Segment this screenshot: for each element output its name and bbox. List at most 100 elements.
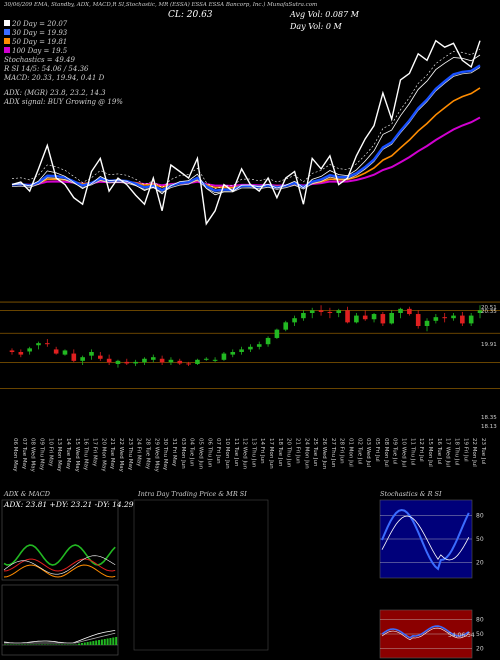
date-tick-label: 29 Wed May	[153, 438, 159, 473]
date-tick-label: 17 Fri May	[91, 438, 97, 467]
candle-body	[442, 317, 447, 319]
candle-body	[53, 349, 59, 354]
date-tick-label: 15 Wed May	[74, 438, 80, 473]
macd-bar	[72, 644, 75, 645]
candle-body	[195, 359, 200, 364]
macd-bar	[66, 644, 69, 645]
date-tick-label: 28 Fri Jun	[339, 438, 345, 464]
candle-body	[398, 308, 403, 313]
adx-line	[3, 564, 116, 578]
candle-body	[221, 353, 227, 360]
candle-body	[71, 353, 77, 361]
date-tick-label: 10 Mon Jun	[224, 438, 230, 469]
candle-body	[380, 314, 386, 324]
macd-bar	[89, 641, 92, 645]
candle-body	[168, 359, 174, 363]
stoch-axis-label: 80	[476, 513, 484, 520]
ema-20-dotted	[11, 48, 481, 190]
macd-bar	[98, 640, 101, 645]
macd-value: MACD: 20.33, 19.94, 0.41 D	[4, 74, 105, 82]
candle-body	[256, 344, 262, 347]
candle-body	[186, 363, 191, 365]
date-tick-label: 22 Mon Jul	[471, 438, 477, 467]
candle-body	[451, 315, 456, 319]
date-tick-label: 14 Fri Jun	[259, 438, 265, 464]
date-tick-label: 16 Thu May	[83, 438, 89, 471]
date-tick-label: 21 Tue May	[109, 438, 115, 470]
candle-body	[230, 352, 236, 355]
candle-body	[424, 320, 430, 326]
macd-bar	[26, 644, 29, 645]
candle-body	[283, 322, 289, 330]
intraday-panel-title: Intra Day Trading Price & MR SI	[138, 490, 247, 498]
candle-body	[274, 329, 280, 338]
date-tick-label: 25 Tue Jun	[312, 438, 318, 467]
macd-bar	[55, 644, 58, 645]
price-tick-label: 19.91	[481, 342, 497, 348]
date-tick-label: 20 Thu Jun	[286, 438, 292, 468]
candle-body	[354, 315, 359, 323]
candle-body	[133, 361, 138, 364]
date-tick-label: 28 Tue May	[144, 438, 150, 470]
macd-bar	[15, 644, 18, 645]
legend-item-100: 100 Day = 19.5	[4, 47, 123, 56]
candle-body	[203, 358, 209, 360]
rsi-axis-label: 50	[476, 631, 484, 638]
date-tick-label: 13 Mon May	[56, 438, 62, 472]
candle-body	[27, 348, 32, 352]
candle-body	[468, 315, 474, 324]
date-tick-label: 08 Wed May	[30, 438, 36, 473]
minus-di-line	[3, 558, 116, 572]
date-tick-label: 09 Thu May	[38, 438, 44, 471]
stoch-k-line	[381, 508, 470, 571]
chart-header: 30/06/209 EMA, Standby, ADX, MACD,R SI,S…	[4, 2, 318, 8]
date-tick-label: 23 Tue Jul	[480, 438, 486, 465]
date-tick-label: 04 Tue Jun	[189, 438, 195, 467]
candle-body	[89, 352, 94, 356]
date-tick-label: 09 Tue Jul	[392, 438, 398, 465]
candle-body	[62, 350, 68, 355]
legend-label: 20 Day = 20.07	[12, 20, 68, 28]
macd-bar	[83, 642, 86, 645]
candle-body	[115, 360, 121, 364]
candle-body	[36, 343, 41, 346]
macd-bar	[52, 644, 55, 645]
date-tick-label: 14 Tue May	[65, 438, 71, 470]
macd-bar	[49, 644, 52, 645]
rsi-value: R SI 14/5: 54.06 / 54.36	[4, 65, 89, 73]
macd-bar	[29, 644, 32, 645]
close-price: CL: 20.63	[168, 10, 213, 20]
date-tick-label: 15 Mon Jul	[427, 438, 433, 467]
legend-item-20: 20 Day = 20.07	[4, 20, 123, 29]
date-tick-label: 30 Thu May	[162, 438, 168, 471]
adx-signal: ADX signal: BUY Growing @ 19%	[4, 98, 123, 106]
rsi-line	[381, 625, 470, 639]
ema-blue-line	[11, 64, 481, 192]
candle-body	[45, 343, 50, 345]
macd-bar	[112, 637, 115, 645]
stoch-panel-title: Stochastics & R SI	[380, 490, 442, 498]
macd-bar	[4, 644, 6, 645]
plus-di-line	[3, 544, 116, 566]
rsi-value-label: 54.06.54	[448, 632, 475, 639]
macd-bar	[58, 644, 61, 645]
date-tick-label: 21 Fri Jun	[295, 438, 301, 464]
date-tick-label: 03 Mon Jun	[180, 438, 186, 469]
stochastics-value: Stochastics = 49.49	[4, 56, 75, 64]
price-tick-label: 20.51	[481, 305, 497, 311]
candle-body	[389, 313, 394, 324]
date-tick-label: 05 Wed Jun	[197, 438, 203, 470]
candle-body	[460, 315, 465, 324]
macd-bar	[46, 644, 49, 645]
date-tick-label: 22 Wed May	[118, 438, 124, 473]
macd-bar	[23, 644, 26, 645]
candle-body	[433, 317, 439, 321]
macd-bar	[69, 644, 72, 645]
date-tick-label: 18 Tue Jun	[277, 438, 283, 467]
legend-label: 50 Day = 19.81	[12, 38, 68, 46]
candle-body	[142, 358, 147, 363]
candle-body	[477, 310, 483, 313]
